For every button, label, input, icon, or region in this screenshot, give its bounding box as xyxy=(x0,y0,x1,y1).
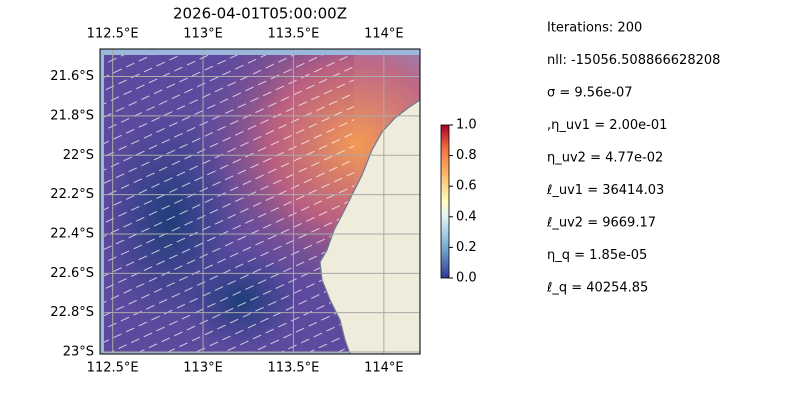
x-tick-label: 113.5°E xyxy=(267,27,319,42)
y-tick-label: 22.2°S xyxy=(50,187,94,202)
y-tick-label: 22.8°S xyxy=(50,305,94,320)
x-tick-label: 113.5°E xyxy=(267,361,319,376)
colorbar-tick-label: 0.2 xyxy=(456,240,477,255)
x-tick-label: 112.5°E xyxy=(87,361,139,376)
colorbar xyxy=(440,124,450,279)
y-tick-label: 21.6°S xyxy=(50,69,94,84)
info-line: ,η_uv1 = 2.00e-01 xyxy=(547,118,667,133)
info-line: nll: -15056.508866628208 xyxy=(547,53,720,68)
y-tick-label: 22°S xyxy=(63,148,94,163)
info-line: η_uv2 = 4.77e-02 xyxy=(547,151,663,166)
colorbar-tick-label: 1.0 xyxy=(456,118,477,133)
quiver xyxy=(104,55,354,352)
colorbar-tick-label: 0.6 xyxy=(456,179,477,194)
x-tick-label: 114°E xyxy=(364,27,404,42)
y-tick-label: 22.4°S xyxy=(50,226,94,241)
info-line: ℓ_uv1 = 36414.03 xyxy=(546,183,664,198)
info-line: ℓ_q = 40254.85 xyxy=(546,281,648,296)
info-line: ℓ_uv2 = 9669.17 xyxy=(546,216,656,231)
colorbar-tick-label: 0.4 xyxy=(456,209,477,224)
x-tick-label: 113°E xyxy=(183,27,223,42)
x-tick-label: 114°E xyxy=(364,361,404,376)
y-tick-label: 23°S xyxy=(63,345,94,360)
colorbar-tick-label: 0.8 xyxy=(456,148,477,163)
map-area xyxy=(100,49,420,354)
colorbar-tick-label: 0.0 xyxy=(456,271,477,286)
info-line: η_q = 1.85e-05 xyxy=(547,248,647,263)
x-tick-label: 113°E xyxy=(183,361,223,376)
grid xyxy=(100,49,420,354)
map-frame xyxy=(99,48,421,355)
info-line: Iterations: 200 xyxy=(547,21,642,36)
y-tick-label: 21.8°S xyxy=(50,108,94,123)
x-tick-label: 112.5°E xyxy=(87,27,139,42)
y-tick-label: 22.6°S xyxy=(50,266,94,281)
info-line: σ = 9.56e-07 xyxy=(547,86,633,101)
chart-title: 2026-04-01T05:00:00Z xyxy=(173,5,347,23)
